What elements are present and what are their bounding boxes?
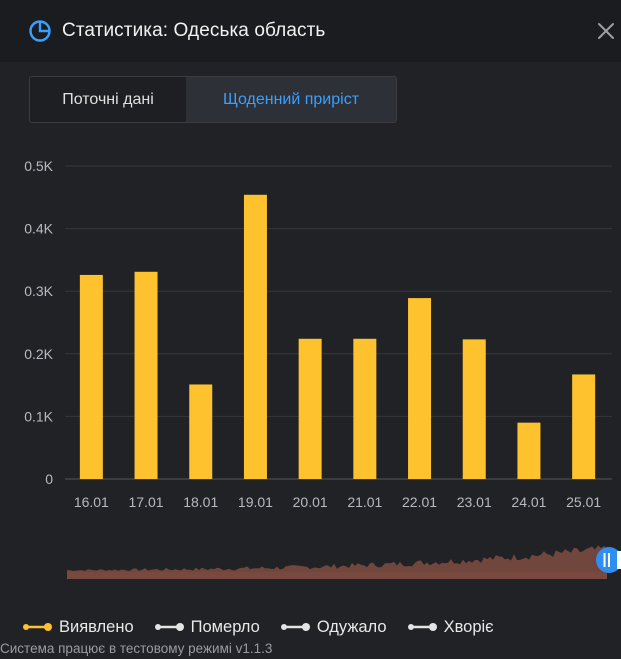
close-icon[interactable] [596,21,616,41]
y-tick-label: 0.2K [24,346,53,362]
range-navigator[interactable] [67,545,607,579]
bar[interactable] [517,422,541,479]
tab-daily-growth[interactable]: Щоденний приріст [186,77,396,122]
y-tick-label: 0 [45,471,53,487]
window-title: Статистика: Одеська область [62,20,326,41]
legend-item-sick[interactable]: Хворіє [407,618,494,637]
legend-marker [23,623,52,631]
navigator-area [67,545,607,579]
bar[interactable] [353,338,377,479]
chart-legend: Виявлено Померло Одужало Хворіє [22,616,514,638]
x-tick-label: 16.01 [74,494,109,510]
x-tick-label: 18.01 [183,494,218,510]
bar[interactable] [189,384,213,479]
x-tick-label: 22.01 [402,494,437,510]
legend-marker [407,623,437,631]
x-tick-label: 17.01 [129,494,164,510]
footer-status-text: Система працює в тестовому режимі v1.1.3 [0,641,273,656]
x-tick-label: 19.01 [238,494,273,510]
legend-label: Одужало [316,617,387,636]
bar-chart: 0 0.1K 0.2K 0.3K 0.4K 0.5K 16.01 17.01 18.01 19.… [24,158,621,579]
x-tick-label: 21.01 [347,494,382,510]
bar[interactable] [79,274,103,479]
legend-marker [154,623,184,631]
x-tick-label: 23.01 [457,494,492,510]
y-tick-label: 0.3K [24,283,53,299]
legend-label: Хворіє [443,617,494,636]
bar[interactable] [408,298,432,479]
x-tick-label: 24.01 [511,494,546,510]
y-tick-label: 0.4K [24,221,53,237]
bar[interactable] [462,339,486,479]
y-tick-label: 0.5K [24,158,53,174]
slider-handle[interactable] [596,547,621,573]
window-header: Статистика: Одеська область [0,0,621,62]
bar[interactable] [572,374,596,479]
bar[interactable] [134,271,158,479]
bar[interactable] [243,194,267,479]
pie-chart-icon [29,20,51,42]
legend-label: Померло [190,617,260,636]
legend-label: Виявлено [59,617,134,636]
x-tick-label: 20.01 [293,494,328,510]
legend-item-detected[interactable]: Виявлено [22,618,134,637]
tab-current-data[interactable]: Поточні дані [62,90,154,108]
bar[interactable] [298,338,322,479]
legend-item-died[interactable]: Померло [154,618,260,637]
legend-item-recovered[interactable]: Одужало [280,618,387,637]
y-tick-label: 0.1K [24,408,53,424]
legend-marker [280,623,310,631]
tab-bar: Поточні дані Щоденний приріст [29,76,397,123]
x-tick-label: 25.01 [566,494,601,510]
